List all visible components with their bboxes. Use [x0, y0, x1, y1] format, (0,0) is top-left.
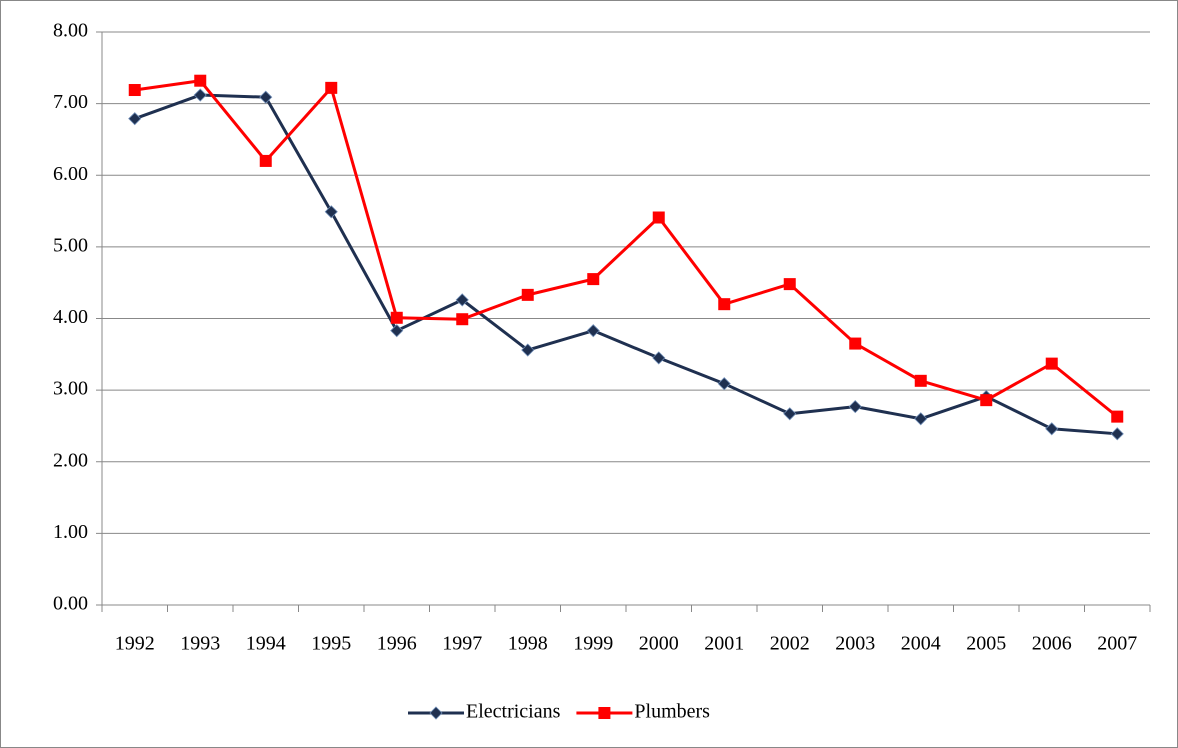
x-tick-label: 2000 — [639, 633, 679, 655]
x-tick-label: 2002 — [770, 633, 810, 655]
x-tick-label: 2006 — [1032, 633, 1072, 655]
data-point — [521, 343, 535, 357]
data-point — [325, 81, 338, 94]
data-point — [194, 74, 207, 87]
x-tick-label: 2005 — [966, 633, 1006, 655]
data-point — [193, 88, 207, 102]
data-point — [456, 313, 469, 326]
data-point — [1045, 357, 1058, 370]
x-tick-label: 1992 — [115, 633, 155, 655]
series-line — [134, 93, 1118, 436]
data-point — [128, 112, 142, 126]
y-tick-label: 7.00 — [53, 91, 88, 113]
x-tick-label: 2007 — [1097, 633, 1137, 655]
x-tick-label: 1994 — [246, 633, 286, 655]
data-point — [914, 374, 927, 387]
data-point — [1111, 410, 1124, 423]
data-point — [717, 377, 731, 391]
data-point — [128, 84, 141, 97]
data-point — [980, 394, 993, 407]
y-tick-label: 4.00 — [53, 306, 88, 328]
legend-marker — [429, 706, 443, 720]
y-tick-label: 5.00 — [53, 234, 88, 256]
data-point — [587, 273, 600, 286]
data-point — [652, 211, 665, 224]
legend-marker — [598, 707, 611, 719]
series-line — [134, 79, 1119, 418]
data-point — [914, 412, 928, 426]
data-point — [390, 324, 404, 338]
y-tick-label: 1.00 — [53, 521, 88, 543]
data-point — [783, 278, 796, 291]
legend-label: Electricians — [466, 701, 561, 723]
y-tick-label: 3.00 — [53, 378, 88, 400]
data-point — [718, 298, 731, 311]
x-tick-label: 2003 — [835, 633, 875, 655]
x-tick-label: 1998 — [508, 633, 548, 655]
data-point — [390, 311, 403, 324]
data-point — [259, 90, 273, 104]
y-tick-label: 0.00 — [53, 593, 88, 615]
x-tick-label: 2004 — [901, 633, 941, 655]
y-tick-label: 8.00 — [53, 20, 88, 42]
data-point — [1110, 427, 1124, 441]
data-point — [849, 337, 862, 350]
y-tick-label: 6.00 — [53, 163, 88, 185]
x-tick-label: 2001 — [704, 633, 744, 655]
x-tick-label: 1997 — [442, 633, 482, 655]
data-point — [848, 400, 862, 414]
data-point — [1045, 422, 1059, 436]
x-tick-label: 1996 — [377, 633, 417, 655]
y-tick-label: 2.00 — [53, 449, 88, 471]
data-point — [324, 205, 338, 219]
data-point — [652, 351, 666, 365]
data-point — [259, 154, 272, 167]
data-point — [521, 288, 534, 301]
x-tick-label: 1993 — [180, 633, 220, 655]
data-point — [586, 324, 600, 338]
x-tick-label: 1999 — [573, 633, 613, 655]
x-tick-label: 1995 — [311, 633, 351, 655]
data-point — [783, 407, 797, 421]
legend-label: Plumbers — [634, 701, 710, 723]
data-point — [455, 293, 469, 307]
